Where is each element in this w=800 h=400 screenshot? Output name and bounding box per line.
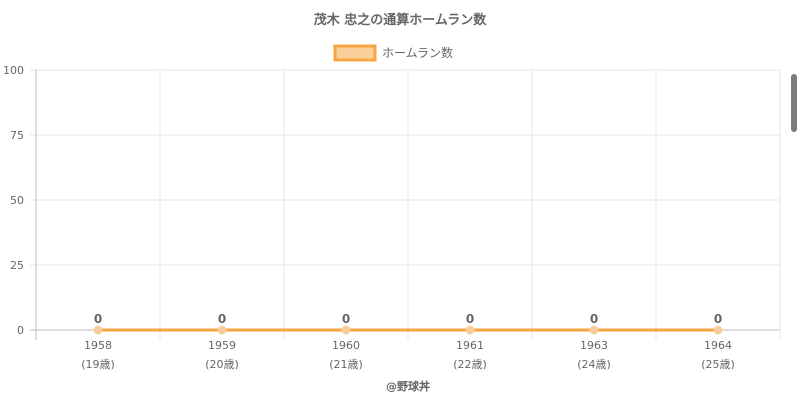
x-tick-age-label: (22歳) xyxy=(453,358,487,371)
y-tick-label: 0 xyxy=(17,324,24,337)
x-tick-label: 1961 xyxy=(456,339,484,352)
data-label: 0 xyxy=(94,312,102,326)
data-point xyxy=(589,325,599,335)
data-labels: 0 0 0 0 0 0 xyxy=(94,312,722,326)
y-axis: 0 25 50 75 100 xyxy=(3,64,24,337)
data-point xyxy=(465,325,475,335)
x-tick-label: 1963 xyxy=(580,339,608,352)
data-label: 0 xyxy=(218,312,226,326)
grid xyxy=(30,69,781,340)
legend-swatch xyxy=(333,44,377,62)
data-label: 0 xyxy=(466,312,474,326)
data-label: 0 xyxy=(342,312,350,326)
legend-label: ホームラン数 xyxy=(382,45,453,60)
y-tick-label: 100 xyxy=(3,64,24,77)
data-point xyxy=(341,325,351,335)
chart-title: 茂木 忠之の通算ホームラン数 xyxy=(314,12,487,28)
x-tick-age-label: (20歳) xyxy=(205,358,239,371)
data-label: 0 xyxy=(590,312,598,326)
x-tick-age-label: (19歳) xyxy=(81,358,115,371)
x-tick-label: 1964 xyxy=(704,339,732,352)
series-homeruns xyxy=(93,325,723,335)
credit-label: @野球丼 xyxy=(386,379,430,393)
scrollbar-thumb[interactable] xyxy=(791,74,797,132)
y-tick-label: 25 xyxy=(10,259,24,272)
x-tick-label: 1960 xyxy=(332,339,360,352)
x-axis: 1958 (19歳) 1959 (20歳) 1960 (21歳) 1961 (22歳) 1963… xyxy=(81,339,735,371)
data-point xyxy=(713,325,723,335)
x-tick-age-label: (25歳) xyxy=(701,358,735,371)
x-tick-label: 1958 xyxy=(84,339,112,352)
data-point xyxy=(217,325,227,335)
x-tick-age-label: (21歳) xyxy=(329,358,363,371)
y-tick-label: 75 xyxy=(10,129,24,142)
data-point xyxy=(93,325,103,335)
legend[interactable]: ホームラン数 xyxy=(333,44,453,62)
x-tick-label: 1959 xyxy=(208,339,236,352)
data-label: 0 xyxy=(714,312,722,326)
x-tick-age-label: (24歳) xyxy=(577,358,611,371)
y-tick-label: 50 xyxy=(10,194,24,207)
